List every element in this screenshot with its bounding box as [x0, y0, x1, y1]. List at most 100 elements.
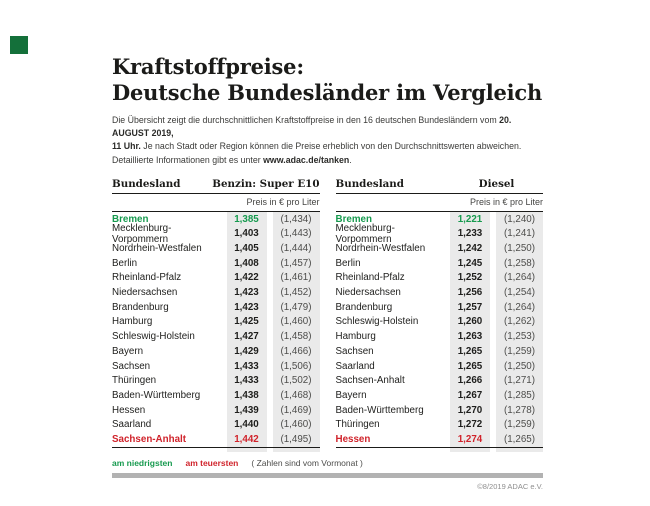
- intro-text: Die Übersicht zeigt die durchschnittlich…: [112, 114, 543, 167]
- price-current: 1,433: [226, 358, 267, 374]
- state-name: Nordrhein-Westfalen: [335, 243, 426, 255]
- unit-label: Preis in € pro Liter: [246, 197, 320, 208]
- state-name: Rheinland-Pfalz: [335, 272, 405, 284]
- state-name: Sachsen-Anhalt: [335, 375, 405, 387]
- intro-time-bold: 11 Uhr.: [112, 141, 141, 152]
- band-tail: [112, 447, 320, 452]
- price-current: 1,266: [450, 373, 490, 389]
- price-previous: (1,506): [272, 358, 320, 374]
- price-current: 1,438: [226, 388, 267, 403]
- table-row: Nordrhein-Westfalen 1,242 (1,250): [335, 241, 543, 256]
- state-name: Rheinland-Pfalz: [112, 272, 182, 284]
- state-name: Berlin: [335, 257, 361, 269]
- price-previous: (1,259): [496, 344, 543, 359]
- price-previous: (1,265): [496, 432, 543, 447]
- price-current: 1,429: [226, 344, 267, 359]
- price-current: 1,242: [450, 241, 490, 256]
- state-name: Baden-Württemberg: [112, 389, 201, 401]
- price-previous: (1,452): [272, 285, 320, 300]
- table-row: Sachsen-Anhalt 1,442 (1,495): [112, 432, 320, 447]
- state-name: Schleswig-Holstein: [335, 316, 419, 328]
- table-row: Berlin 1,408 (1,457): [112, 255, 320, 271]
- state-name: Brandenburg: [335, 301, 393, 313]
- price-previous: (1,264): [496, 299, 543, 315]
- state-name: Sachsen: [335, 345, 374, 357]
- benzin-table-body: Bremen 1,385 (1,434) Mecklenburg-Vorpommern…: [112, 211, 320, 448]
- state-name: Hessen: [112, 404, 146, 416]
- state-name: Thüringen: [335, 419, 380, 431]
- price-current: 1,256: [450, 285, 490, 300]
- price-previous: (1,466): [272, 344, 320, 359]
- band-tail-spacer: [112, 448, 223, 452]
- state-name: Berlin: [112, 257, 138, 269]
- table-row: Nordrhein-Westfalen 1,405 (1,444): [112, 241, 320, 256]
- price-previous: (1,458): [272, 329, 320, 344]
- table-row: Saarland 1,440 (1,460): [112, 417, 320, 433]
- table-row: Sachsen-Anhalt 1,266 (1,271): [335, 373, 543, 389]
- price-current: 1,442: [226, 432, 267, 447]
- state-name: Bremen: [335, 213, 372, 225]
- state-name: Niedersachsen: [112, 287, 178, 299]
- state-name: Bayern: [335, 389, 367, 401]
- price-previous: (1,444): [272, 241, 320, 256]
- benzin-table-header: Bundesland Benzin: Super E10: [112, 178, 320, 194]
- table-row: Niedersachsen 1,423 (1,452): [112, 285, 320, 300]
- table-row: Sachsen 1,265 (1,259): [335, 344, 543, 359]
- price-previous: (1,254): [496, 285, 543, 300]
- price-previous: (1,259): [496, 417, 543, 433]
- legend: am niedrigsten am teuersten ( Zahlen sin…: [112, 458, 543, 468]
- band-tail-prev: [496, 447, 543, 452]
- price-previous: (1,502): [272, 373, 320, 389]
- footer-divider-bar: [112, 472, 543, 478]
- table-row: Baden-Württemberg 1,270 (1,278): [336, 402, 543, 418]
- diesel-table-body: Bremen 1,221 (1,240) Mecklenburg-Vorpommern…: [335, 211, 543, 448]
- price-current: 1,257: [450, 299, 490, 315]
- table-row: Mecklenburg-Vorpommern 1,403 (1,443): [112, 223, 320, 245]
- price-current: 1,245: [450, 255, 490, 271]
- table-row: Sachsen 1,433 (1,506): [112, 358, 320, 374]
- price-previous: (1,434): [272, 211, 320, 227]
- benzin-unit-row: Preis in € pro Liter: [112, 194, 320, 212]
- state-name: Mecklenburg-Vorpommern: [335, 222, 395, 245]
- table-row: Brandenburg 1,423 (1,479): [112, 299, 320, 315]
- state-name: Sachsen: [112, 360, 151, 372]
- legend-lowest-label: am niedrigsten: [112, 457, 173, 468]
- price-previous: (1,278): [496, 402, 543, 418]
- intro-line-3: Detaillierte Informationen gibt es unter…: [112, 154, 543, 167]
- table-row: Bayern 1,429 (1,466): [112, 344, 320, 359]
- state-name: Saarland: [112, 419, 152, 431]
- price-previous: (1,468): [272, 388, 320, 403]
- table-row: Rheinland-Pfalz 1,422 (1,461): [112, 270, 320, 286]
- price-current: 1,233: [450, 226, 490, 242]
- price-previous: (1,460): [272, 417, 320, 433]
- band-tail-price: [450, 447, 490, 452]
- table-row: Hamburg 1,425 (1,460): [112, 314, 320, 330]
- state-name: Hamburg: [112, 316, 153, 328]
- column-header-diesel: Diesel: [478, 177, 515, 190]
- state-name: Niedersachsen: [335, 287, 401, 299]
- price-previous: (1,250): [496, 358, 543, 374]
- price-current: 1,252: [450, 270, 490, 286]
- state-name: Saarland: [335, 360, 375, 372]
- price-previous: (1,264): [496, 270, 543, 286]
- table-row: Bremen 1,385 (1,434): [112, 211, 320, 227]
- copyright-text: ©8/2019 ADAC e.V.: [477, 481, 543, 491]
- state-name: Bremen: [112, 213, 149, 225]
- adac-green-square-logo: [10, 36, 28, 54]
- price-previous: (1,258): [496, 255, 543, 271]
- price-current: 1,439: [226, 402, 267, 418]
- price-previous: (1,460): [272, 314, 320, 330]
- table-row: Saarland 1,265 (1,250): [335, 358, 543, 374]
- diesel-table-header: Bundesland Diesel: [335, 177, 543, 194]
- state-name: Thüringen: [112, 375, 157, 387]
- title-line-1: Kraftstoffpreise:: [112, 54, 304, 79]
- price-previous: (1,262): [496, 314, 543, 330]
- table-row: Hessen 1,274 (1,265): [336, 432, 543, 447]
- price-previous: (1,253): [496, 329, 543, 344]
- state-name: Schleswig-Holstein: [112, 331, 195, 343]
- price-previous: (1,469): [272, 402, 320, 418]
- intro-line-2: 11 Uhr. Je nach Stadt oder Region können…: [112, 140, 543, 153]
- table-row: Mecklenburg-Vorpommern 1,233 (1,241): [335, 222, 543, 245]
- column-header-bundesland: Bundesland: [112, 177, 181, 190]
- intro-text-segment: Detaillierte Informationen gibt es unter: [112, 154, 264, 165]
